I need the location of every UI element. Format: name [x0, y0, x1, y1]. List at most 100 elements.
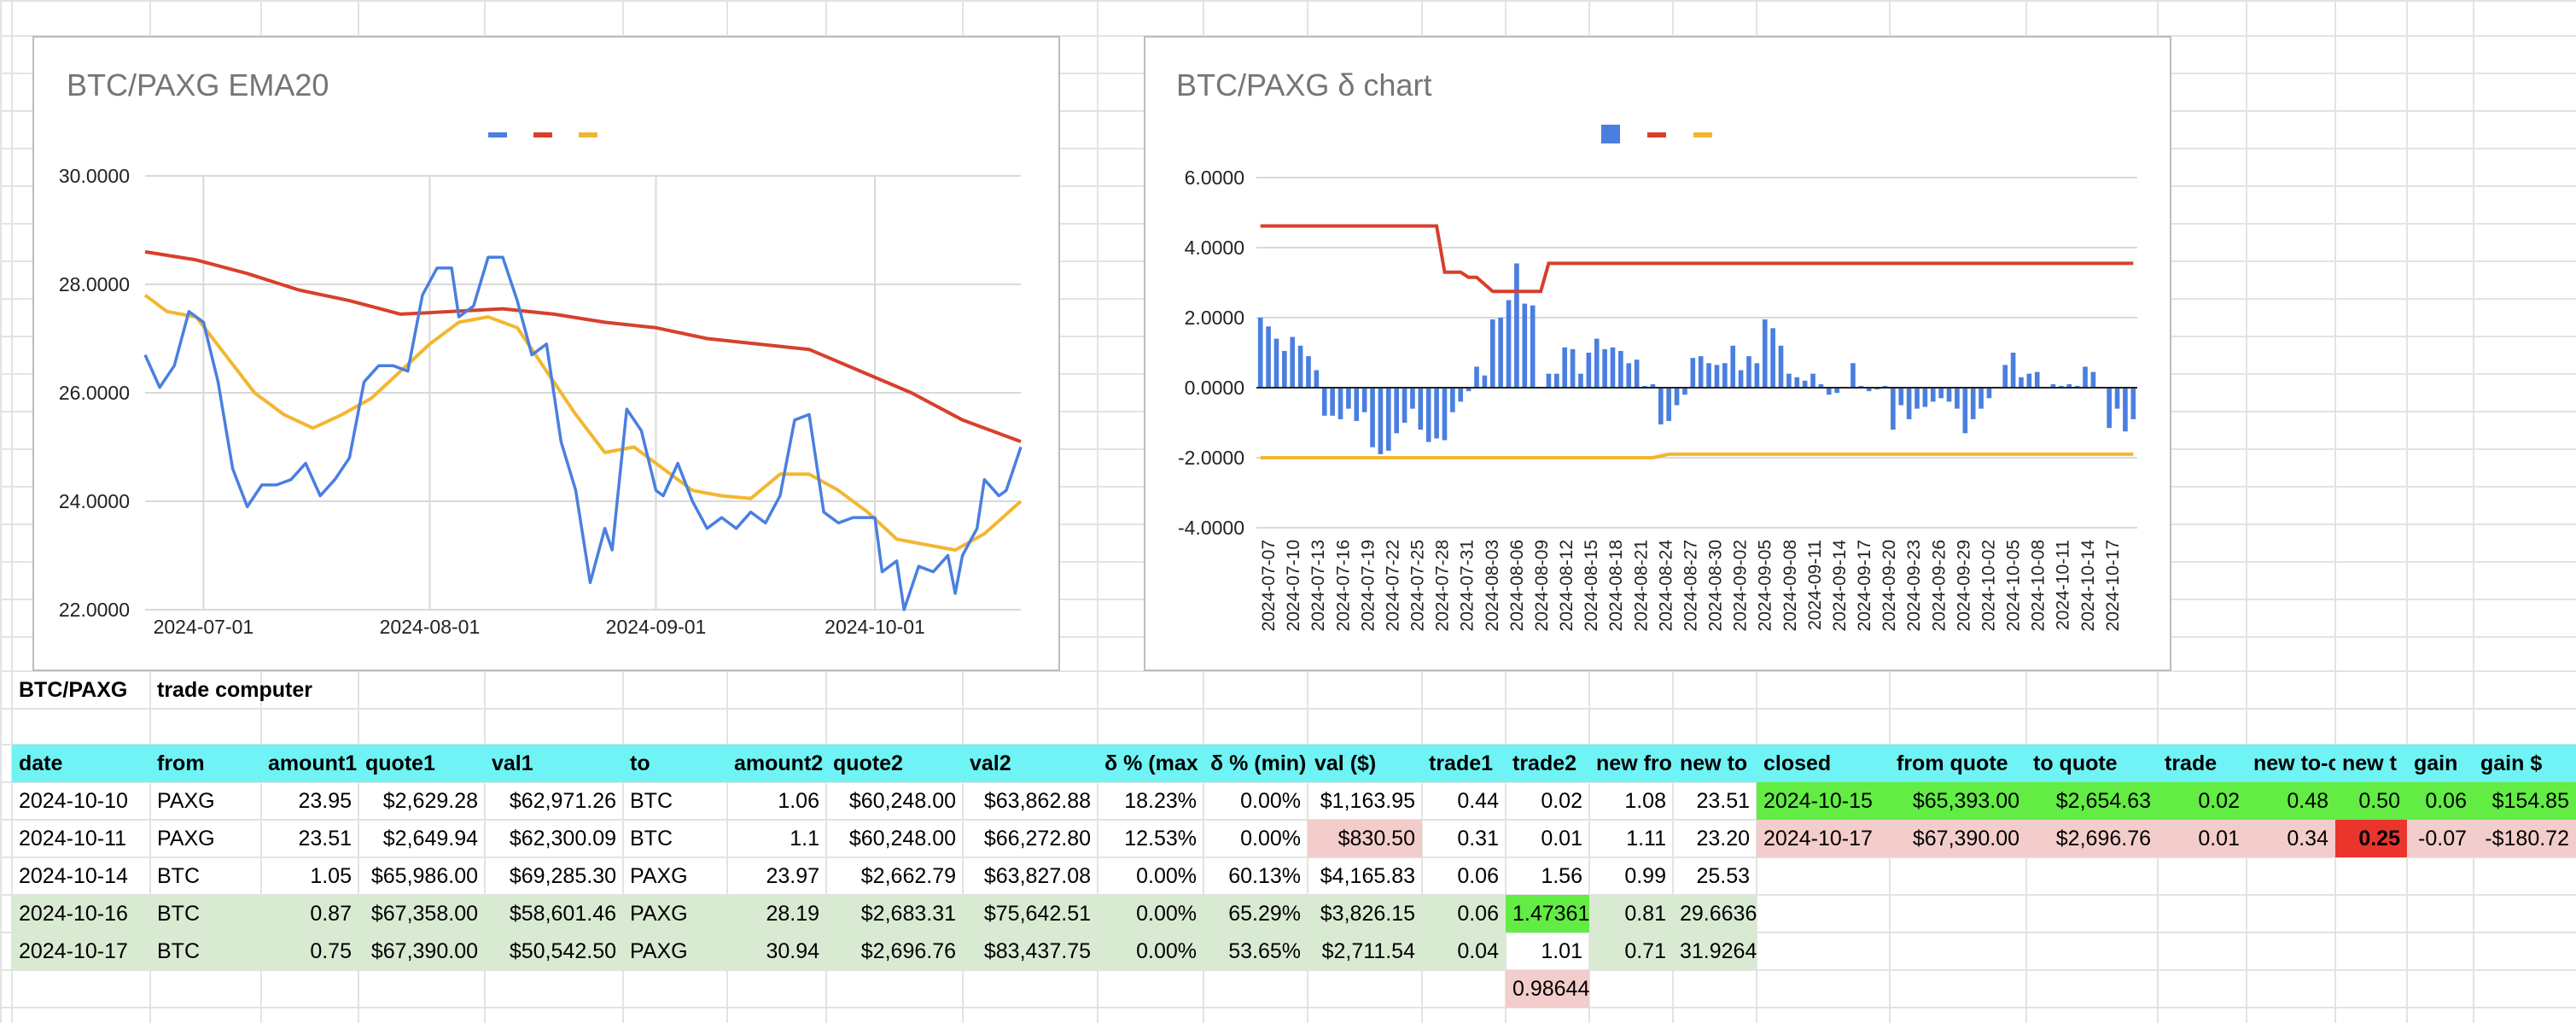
table-cell[interactable]	[1757, 932, 1890, 970]
table-cell[interactable]: 2024-10-15	[1757, 782, 1890, 820]
table-cell[interactable]	[2247, 932, 2335, 970]
table-cell[interactable]	[1757, 895, 1890, 932]
sheet-title[interactable]: BTC/PAXG	[19, 678, 128, 702]
table-cell[interactable]: 65.29%	[1203, 895, 1308, 932]
table-cell[interactable]: $60,248.00	[848, 827, 956, 851]
table-cell[interactable]: BTC	[150, 895, 261, 932]
table-cell[interactable]: BTC	[157, 864, 200, 888]
table-cell[interactable]: BTC	[630, 827, 673, 851]
table-cell[interactable]: 0.87	[261, 895, 358, 932]
table-cell[interactable]: 25.53	[1696, 864, 1750, 888]
table-cell[interactable]: 0.81	[1589, 895, 1673, 932]
table-cell[interactable]: $83,437.75	[963, 932, 1098, 970]
table-cell[interactable]: PAXG	[630, 864, 688, 888]
header-cell[interactable]: val ($)	[1308, 745, 1422, 782]
table-cell[interactable]: 23.95	[298, 789, 352, 813]
table-cell[interactable]: 31.9264	[1673, 932, 1757, 970]
table-cell[interactable]: 0.44	[1457, 789, 1499, 813]
table-cell[interactable]: 53.65%	[1203, 932, 1308, 970]
header-cell[interactable]: date	[12, 745, 150, 782]
table-cell[interactable]: 28.19	[727, 895, 826, 932]
table-cell[interactable]: 0.04	[1422, 932, 1506, 970]
table-cell[interactable]: $62,971.26	[509, 789, 616, 813]
table-cell[interactable]: $67,390.00	[358, 932, 485, 970]
header-cell[interactable]: gain $	[2474, 745, 2576, 782]
table-cell[interactable]: 29.6636	[1673, 895, 1757, 932]
table-cell[interactable]: 1.08	[1624, 789, 1666, 813]
table-cell[interactable]: 0.06	[2407, 782, 2474, 820]
table-cell[interactable]: 18.23%	[1124, 789, 1197, 813]
table-cell[interactable]	[2407, 895, 2474, 932]
table-cell[interactable]	[2335, 932, 2407, 970]
header-cell[interactable]: trade	[2158, 745, 2247, 782]
table-cell[interactable]: 23.97	[766, 864, 819, 888]
table-cell[interactable]: 0.34	[2247, 820, 2335, 857]
table-cell[interactable]: 1.56	[1541, 864, 1582, 888]
header-cell[interactable]: amount2	[727, 745, 826, 782]
table-cell[interactable]: 23.51	[1696, 789, 1750, 813]
table-cell[interactable]	[2474, 932, 2576, 970]
table-cell[interactable]: 0.00%	[1098, 932, 1203, 970]
table-cell[interactable]: $1,163.95	[1320, 789, 1415, 813]
header-cell[interactable]: val2	[963, 745, 1098, 782]
table-cell[interactable]: 0.48	[2247, 782, 2335, 820]
table-cell[interactable]	[2026, 857, 2158, 895]
header-cell[interactable]: new t	[2335, 745, 2407, 782]
table-cell[interactable]: $65,393.00	[1890, 782, 2026, 820]
header-cell[interactable]: new to	[1673, 745, 1757, 782]
table-cell[interactable]: 2024-10-14	[19, 864, 128, 888]
table-cell[interactable]	[2407, 857, 2474, 895]
table-cell[interactable]	[2335, 857, 2407, 895]
table-cell[interactable]: $2,654.63	[2026, 782, 2158, 820]
table-cell[interactable]: PAXG	[623, 895, 727, 932]
table-cell[interactable]: $63,827.08	[983, 864, 1091, 888]
table-cell[interactable]: 0.00%	[1240, 789, 1301, 813]
header-cell[interactable]: new to-c	[2247, 745, 2335, 782]
table-cell[interactable]: 2024-10-16	[12, 895, 150, 932]
table-cell[interactable]: 0.75	[261, 932, 358, 970]
table-cell[interactable]: $2,649.94	[382, 827, 478, 851]
table-cell[interactable]: $154.85	[2474, 782, 2576, 820]
table-cell[interactable]: $69,285.30	[509, 864, 616, 888]
table-cell[interactable]	[2158, 932, 2247, 970]
table-cell[interactable]: 0.02	[1541, 789, 1582, 813]
table-cell[interactable]: $75,642.51	[963, 895, 1098, 932]
table-cell[interactable]: 2024-10-11	[19, 827, 127, 851]
table-cell[interactable]: 1.05	[310, 864, 352, 888]
table-cell[interactable]: 0.01	[1541, 827, 1582, 851]
table-cell[interactable]: 0.01	[2158, 820, 2247, 857]
header-cell[interactable]: from	[150, 745, 261, 782]
table-cell[interactable]: PAXG	[623, 932, 727, 970]
table-cell[interactable]: $63,862.88	[983, 789, 1091, 813]
table-cell[interactable]: 1.06	[778, 789, 819, 813]
table-cell[interactable]: 0.98644	[1506, 970, 1589, 1008]
table-cell[interactable]: 23.20	[1696, 827, 1750, 851]
table-cell[interactable]: 2024-10-17	[1757, 820, 1890, 857]
ema20-chart[interactable]: BTC/PAXG EMA20 30.0000 28.0000 26.0000 24.0…	[32, 36, 1060, 671]
header-cell[interactable]: gain	[2407, 745, 2474, 782]
table-cell[interactable]: 30.94	[727, 932, 826, 970]
table-cell[interactable]: -$180.72	[2474, 820, 2576, 857]
table-cell[interactable]: 2024-10-10	[19, 789, 128, 813]
table-cell[interactable]	[2158, 857, 2247, 895]
header-cell[interactable]: δ % (min)	[1203, 745, 1308, 782]
table-cell[interactable]	[2407, 932, 2474, 970]
table-cell[interactable]: $66,272.80	[983, 827, 1091, 851]
table-cell[interactable]: 0.02	[2158, 782, 2247, 820]
table-cell[interactable]: $830.50	[1308, 820, 1422, 857]
table-cell[interactable]	[1890, 932, 2026, 970]
table-cell[interactable]	[2247, 895, 2335, 932]
table-cell[interactable]	[1890, 895, 2026, 932]
table-cell[interactable]: $65,986.00	[370, 864, 478, 888]
table-cell[interactable]: 1.11	[1626, 827, 1666, 851]
header-cell[interactable]: quote2	[826, 745, 963, 782]
table-cell[interactable]: $3,826.15	[1308, 895, 1422, 932]
table-cell[interactable]	[1757, 857, 1890, 895]
table-cell[interactable]: $60,248.00	[848, 789, 956, 813]
table-cell[interactable]: $50,542.50	[485, 932, 623, 970]
header-cell[interactable]: trade2	[1506, 745, 1589, 782]
table-cell[interactable]	[2158, 895, 2247, 932]
header-cell[interactable]: val1	[485, 745, 623, 782]
table-cell[interactable]: 0.06	[1422, 895, 1506, 932]
header-cell[interactable]: to	[623, 745, 727, 782]
